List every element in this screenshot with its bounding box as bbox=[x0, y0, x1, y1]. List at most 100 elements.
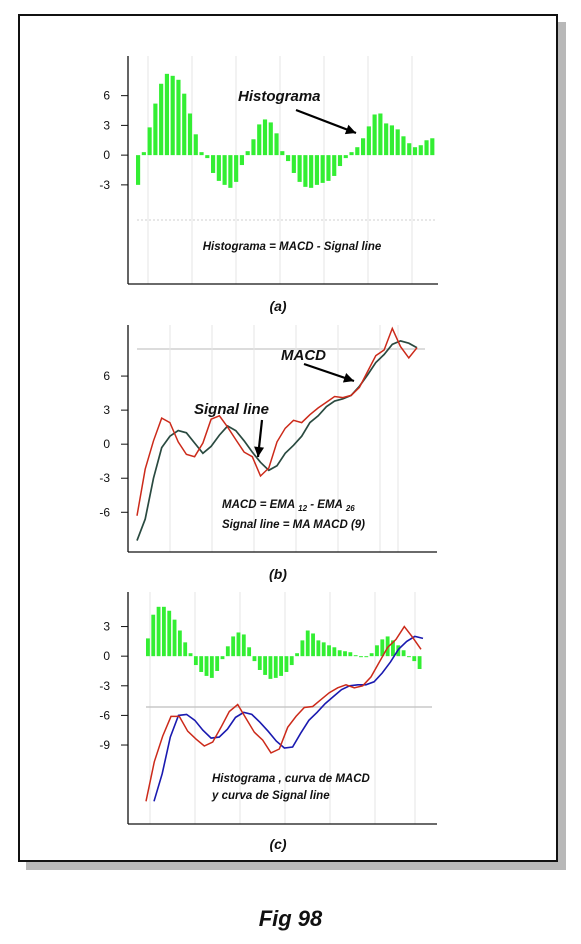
histogram-bar bbox=[187, 113, 193, 156]
histogram-bar bbox=[295, 653, 299, 657]
histogram-bar bbox=[216, 155, 221, 181]
histogram-bar bbox=[349, 152, 354, 156]
histogram-bar bbox=[231, 636, 236, 657]
histogram-bar bbox=[280, 151, 285, 156]
histogram-bar bbox=[305, 630, 310, 657]
histogram-bar bbox=[337, 650, 342, 657]
histogram-bar bbox=[309, 155, 314, 188]
panel-b-y-tick-label: -3 bbox=[99, 471, 110, 485]
histogram-bar bbox=[257, 124, 262, 156]
histogram-bar bbox=[147, 127, 152, 156]
histogram-bar bbox=[263, 656, 268, 675]
panel-c-y-tick-label: 3 bbox=[103, 620, 110, 634]
histogram-bar bbox=[364, 656, 369, 658]
histogram-bar bbox=[289, 656, 294, 666]
histogram-bar bbox=[136, 155, 141, 185]
histogram-bar bbox=[205, 155, 210, 159]
histogram-bar bbox=[193, 656, 198, 666]
histogram-bar bbox=[321, 642, 326, 657]
histogram-bar bbox=[176, 79, 181, 156]
histogram-bar bbox=[430, 138, 435, 156]
histogram-bar bbox=[161, 606, 166, 657]
histogram-bar bbox=[209, 656, 214, 678]
histogram-annotation: Histograma bbox=[238, 88, 321, 105]
signal-line-series bbox=[136, 340, 418, 541]
panel-c-y-tick-label: -3 bbox=[99, 679, 110, 693]
signal-line-annotation: Signal line bbox=[194, 401, 269, 418]
histogram-bar bbox=[273, 656, 278, 678]
histogram-bar bbox=[389, 125, 394, 156]
histogram-bar bbox=[159, 83, 164, 156]
histogram-bar bbox=[337, 155, 343, 167]
histogram-bar bbox=[384, 123, 389, 156]
histogram-bar bbox=[332, 155, 337, 176]
formula-subscript: 12 bbox=[298, 504, 307, 513]
histogram-bar bbox=[303, 155, 308, 187]
histogram-bar bbox=[375, 645, 379, 657]
histogram-bar bbox=[146, 638, 150, 657]
histogram-bar bbox=[199, 152, 204, 156]
panel-c-y-tick-label: 0 bbox=[103, 649, 110, 663]
histogram-bar bbox=[156, 606, 161, 657]
histogram-arrow-head bbox=[344, 124, 356, 135]
histogram-bar bbox=[385, 636, 390, 657]
histogram-bar bbox=[211, 155, 216, 173]
histogram-bar bbox=[286, 155, 291, 162]
histogram-bar bbox=[170, 75, 175, 156]
histogram-bar bbox=[153, 103, 158, 156]
histogram-bar bbox=[417, 656, 422, 670]
combined-annotation-line-2: y curva de Signal line bbox=[211, 790, 330, 802]
histogram-bar bbox=[424, 140, 429, 156]
histogram-bar bbox=[297, 155, 302, 182]
histogram-bar bbox=[316, 640, 321, 657]
histogram-bar bbox=[268, 656, 273, 679]
panel-a-y-tick-label: 3 bbox=[103, 118, 110, 132]
histogram-bar bbox=[268, 122, 273, 156]
histogram-bar bbox=[320, 155, 325, 183]
panel-c-caption: (c) bbox=[269, 836, 287, 852]
histogram-bar bbox=[343, 651, 347, 657]
histogram-bar bbox=[167, 610, 172, 657]
histogram-bar bbox=[228, 155, 233, 188]
histogram-bar bbox=[225, 646, 230, 657]
histogram-bar bbox=[372, 114, 377, 156]
formula-part: MACD = EMA bbox=[222, 499, 295, 511]
histogram-bar bbox=[326, 155, 331, 181]
combined-annotation-line-1: Histograma , curva de MACD bbox=[212, 773, 370, 785]
histogram-bar bbox=[395, 129, 400, 156]
formula-part: - EMA bbox=[307, 499, 343, 511]
histogram-bar bbox=[257, 656, 262, 670]
histogram-bar bbox=[378, 113, 383, 156]
macd-series bbox=[145, 625, 422, 802]
histogram-bar bbox=[284, 656, 289, 672]
histogram-bar bbox=[407, 656, 411, 658]
histogram-bar bbox=[222, 155, 227, 185]
figure-title: Fig 98 bbox=[258, 906, 323, 931]
histogram-bar bbox=[241, 634, 246, 657]
signal-line-arrow-head bbox=[254, 446, 265, 457]
histogram-bar bbox=[193, 134, 198, 156]
histogram-bar bbox=[252, 656, 257, 662]
histogram-bar bbox=[359, 656, 363, 658]
macd-series bbox=[136, 326, 418, 516]
histogram-formula: Histograma = MACD - Signal line bbox=[203, 241, 382, 253]
histogram-bar bbox=[366, 126, 371, 156]
panel-b-y-tick-label: 0 bbox=[103, 437, 110, 451]
histogram-bar bbox=[182, 93, 187, 156]
histogram-bar bbox=[220, 656, 225, 660]
histogram-arrow bbox=[295, 108, 357, 135]
panel-b-y-tick-label: -6 bbox=[99, 505, 110, 519]
panel-a-caption: (a) bbox=[269, 298, 287, 314]
histogram-bar bbox=[279, 656, 284, 676]
macd-annotation: MACD bbox=[281, 347, 326, 364]
panel-c-y-tick-label: -6 bbox=[99, 708, 110, 722]
macd-formula: MACD = EMA 12 - EMA 26 bbox=[222, 499, 355, 513]
histogram-bar bbox=[300, 640, 305, 657]
panel-c-combined-chart: 3 0 -3 -6 -9 Histograma , curva de MACD y curv… bbox=[99, 592, 437, 825]
histogram-bar bbox=[215, 656, 220, 671]
panel-b-macd-chart: 6 3 0 -3 -6 MACD Signal line MACD = EMA 12 - EMA… bbox=[99, 325, 437, 553]
histogram-bar bbox=[274, 133, 279, 156]
histogram-bar bbox=[151, 614, 156, 657]
histogram-bar bbox=[361, 138, 366, 156]
